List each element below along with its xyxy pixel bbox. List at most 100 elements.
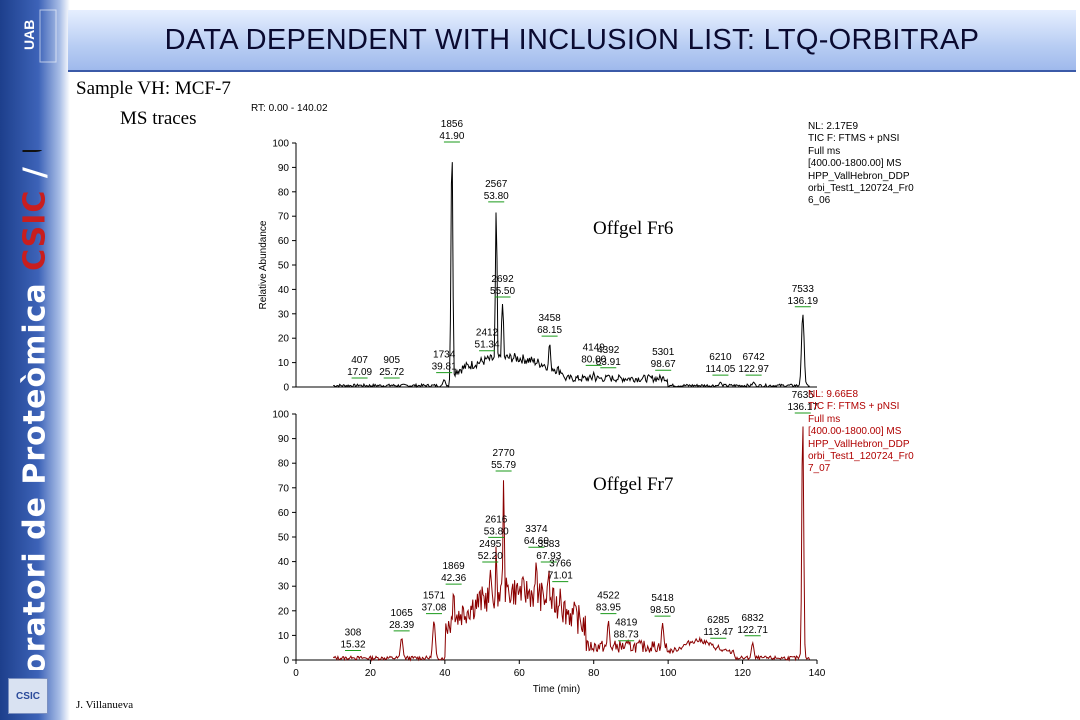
peak-scan-label: 1571 <box>423 591 446 602</box>
trace-info-line: HPP_VallHebron_DDP <box>808 438 910 450</box>
y-tick-label: 60 <box>278 508 290 519</box>
peak-scan-label: 2412 <box>476 328 499 339</box>
trace-info-line: TIC F: FTMS + pNSI <box>808 133 900 145</box>
peak-rt-label: 83.95 <box>596 603 621 614</box>
peak-rt-label: 37.08 <box>421 603 446 614</box>
svg-text:UAB: UAB <box>21 20 37 50</box>
peak-rt-label: 67.93 <box>536 551 561 562</box>
trace-info-line: 7_07 <box>808 463 831 475</box>
trace-info-line: Full ms <box>808 145 841 157</box>
trace-info-line: Full ms <box>808 413 841 425</box>
peak-scan-label: 7533 <box>792 284 815 295</box>
peak-rt-label: 113.47 <box>703 627 733 638</box>
y-tick-label: 30 <box>278 582 290 593</box>
trace-info-fr6: NL: 2.17E9 TIC F: FTMS + pNSI Full ms [400.… <box>808 121 914 208</box>
trace-info-fr7: NL: 9.66E8 TIC F: FTMS + pNSI Full ms [400.… <box>808 389 914 476</box>
peak-rt-label: 52.20 <box>478 551 503 562</box>
peak-scan-label: 2495 <box>479 539 502 550</box>
y-tick-label: 0 <box>283 383 289 394</box>
y-tick-label: 40 <box>278 557 290 568</box>
y-tick-label: 30 <box>278 309 290 320</box>
trace-info-line: TIC F: FTMS + pNSI <box>808 401 900 413</box>
peak-scan-label: 6832 <box>742 613 765 624</box>
peak-rt-label: 55.79 <box>491 460 516 471</box>
y-tick-label: 80 <box>278 459 290 470</box>
peak-scan-label: 1734 <box>433 350 456 361</box>
peak-rt-label: 15.32 <box>340 640 365 651</box>
trace-info-line: [400.00-1800.00] MS <box>808 426 902 438</box>
peak-scan-label: 2616 <box>485 514 508 525</box>
y-tick-label: 100 <box>272 410 289 421</box>
sample-label: Sample VH: MCF-7 <box>76 78 231 99</box>
csic-logo-text: CSIC <box>16 690 40 702</box>
peak-scan-label: 5418 <box>651 593 674 604</box>
x-tick-label: 80 <box>588 668 600 679</box>
x-tick-label: 140 <box>809 668 826 679</box>
x-tick-label: 60 <box>514 668 526 679</box>
trace-info-line: [400.00-1800.00] MS <box>808 158 902 170</box>
y-tick-label: 20 <box>278 606 290 617</box>
y-tick-label: 70 <box>278 212 290 223</box>
peak-rt-label: 39.81 <box>432 362 457 373</box>
peak-scan-label: 3458 <box>538 313 561 324</box>
peak-rt-label: 64.60 <box>524 536 549 547</box>
y-tick-label: 90 <box>278 163 290 174</box>
peak-rt-label: 122.71 <box>737 625 768 636</box>
peak-scan-label: 6210 <box>709 352 732 363</box>
y-tick-label: 90 <box>278 434 290 445</box>
peak-scan-label: 6742 <box>742 352 765 363</box>
peak-rt-label: 122.97 <box>738 364 769 375</box>
peak-rt-label: 83.91 <box>596 357 621 368</box>
peak-scan-label: 4522 <box>597 591 620 602</box>
x-tick-label: 20 <box>365 668 377 679</box>
peak-rt-label: 55.50 <box>490 286 515 297</box>
peak-scan-label: 3374 <box>525 524 548 535</box>
peak-rt-label: 53.80 <box>484 526 509 537</box>
peak-scan-label: 2692 <box>491 274 514 285</box>
x-tick-label: 40 <box>439 668 451 679</box>
peak-rt-label: 136.17 <box>787 402 818 413</box>
peak-scan-label: 1869 <box>443 561 466 572</box>
peak-rt-label: 17.09 <box>347 367 372 378</box>
peak-scan-label: 407 <box>351 355 368 366</box>
normalization-level: NL: 2.17E9 <box>808 121 859 132</box>
panel-label-fr7: Offgel Fr7 <box>593 474 674 495</box>
author-footer: J. Villanueva <box>76 699 134 711</box>
peak-scan-label: 308 <box>345 628 362 639</box>
y-tick-label: 10 <box>278 631 290 642</box>
y-tick-label: 40 <box>278 285 290 296</box>
peak-rt-label: 25.72 <box>379 367 404 378</box>
peak-rt-label: 80.00 <box>581 354 606 365</box>
peak-scan-label: 5301 <box>652 347 675 358</box>
y-tick-label: 50 <box>278 533 290 544</box>
x-tick-label: 120 <box>734 668 751 679</box>
y-tick-label: 70 <box>278 483 290 494</box>
peak-scan-label: 905 <box>383 355 400 366</box>
peak-rt-label: 28.39 <box>389 620 414 631</box>
peak-scan-label: 3766 <box>549 559 572 570</box>
rt-range-label: RT: 0.00 - 140.02 <box>251 103 328 114</box>
x-axis-label: Time (min) <box>533 684 580 695</box>
trace-info-line: orbi_Test1_120724_Fr0 <box>808 183 914 195</box>
peak-rt-label: 88.73 <box>614 630 639 641</box>
peak-scan-label: 1856 <box>441 119 464 130</box>
peak-scan-label: 3583 <box>538 539 561 550</box>
peak-rt-label: 42.36 <box>441 573 466 584</box>
y-tick-label: 100 <box>272 139 289 150</box>
peak-rt-label: 136.19 <box>788 296 819 307</box>
peak-rt-label: 53.80 <box>484 191 509 202</box>
y-tick-label: 50 <box>278 261 290 272</box>
peak-rt-label: 41.90 <box>439 131 464 142</box>
peak-rt-label: 51.34 <box>475 340 500 351</box>
chromatogram-trace <box>333 162 810 388</box>
trace-info-line: 6_06 <box>808 195 831 207</box>
trace-info-line: orbi_Test1_120724_Fr0 <box>808 451 914 463</box>
title-bar: DATA DEPENDENT WITH INCLUSION LIST: LTQ-… <box>68 10 1076 72</box>
sidebar-banner: UAB Laboratori de Proteòmica CSIC / UAB … <box>0 0 70 720</box>
y-tick-label: 0 <box>283 656 289 667</box>
peak-scan-label: 2770 <box>492 448 515 459</box>
normalization-level: NL: 9.66E8 <box>808 389 859 400</box>
university-logo: UAB <box>6 6 60 66</box>
peak-scan-label: 4392 <box>597 345 620 356</box>
y-axis-label: Relative Abundance <box>258 220 269 309</box>
